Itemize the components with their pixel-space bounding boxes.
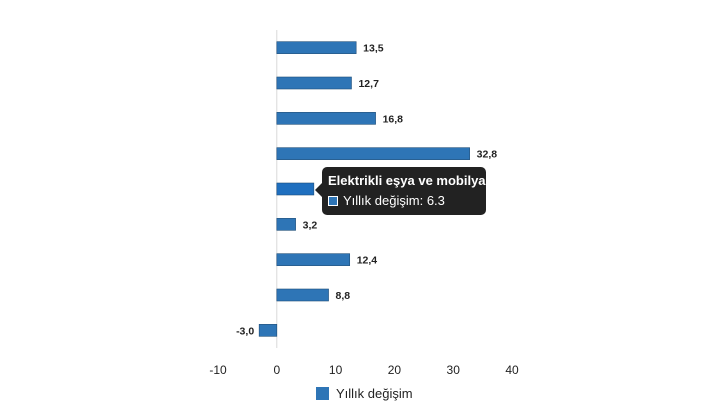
- chart-tooltip: Elektrikli eşya ve mobilya Yıllık değişi…: [315, 167, 486, 215]
- data-label: 12,7: [358, 78, 379, 90]
- x-tick-label: 20: [388, 363, 402, 377]
- tooltip-value: 6.3: [426, 193, 445, 208]
- legend-label: Yıllık değişim: [336, 386, 413, 401]
- data-label: 16,8: [383, 113, 404, 125]
- x-tick-label: 30: [447, 363, 461, 377]
- x-tick-label: 40: [505, 363, 519, 377]
- bar: [276, 41, 357, 54]
- data-label: 3,2: [303, 219, 318, 231]
- bar: [276, 218, 296, 231]
- data-label: 8,8: [336, 290, 351, 302]
- data-label: 13,5: [363, 43, 384, 55]
- x-tick-label: 0: [273, 363, 280, 377]
- bar: [276, 253, 351, 266]
- x-tick-label: 10: [329, 363, 343, 377]
- tooltip-row: Yıllık değişim: 6.3: [328, 192, 480, 210]
- tooltip-title: Elektrikli eşya ve mobilya: [328, 173, 486, 188]
- bar: [276, 112, 376, 125]
- data-label: -3,0: [236, 325, 254, 337]
- tooltip-series-label: Yıllık değişim: [343, 193, 420, 208]
- bar[interactable]: [276, 182, 315, 196]
- bar: [276, 147, 470, 160]
- legend-swatch-icon: [316, 387, 329, 400]
- bar: [276, 76, 352, 90]
- bar: [276, 288, 329, 302]
- data-label: 12,4: [357, 255, 378, 267]
- x-tick-label: -10: [209, 363, 227, 377]
- tooltip-separator: :: [419, 193, 427, 208]
- bar: [258, 324, 278, 337]
- data-label: 32,8: [477, 149, 498, 161]
- chart-legend[interactable]: Yıllık değişim: [316, 386, 413, 401]
- tooltip-swatch-icon: [328, 196, 338, 206]
